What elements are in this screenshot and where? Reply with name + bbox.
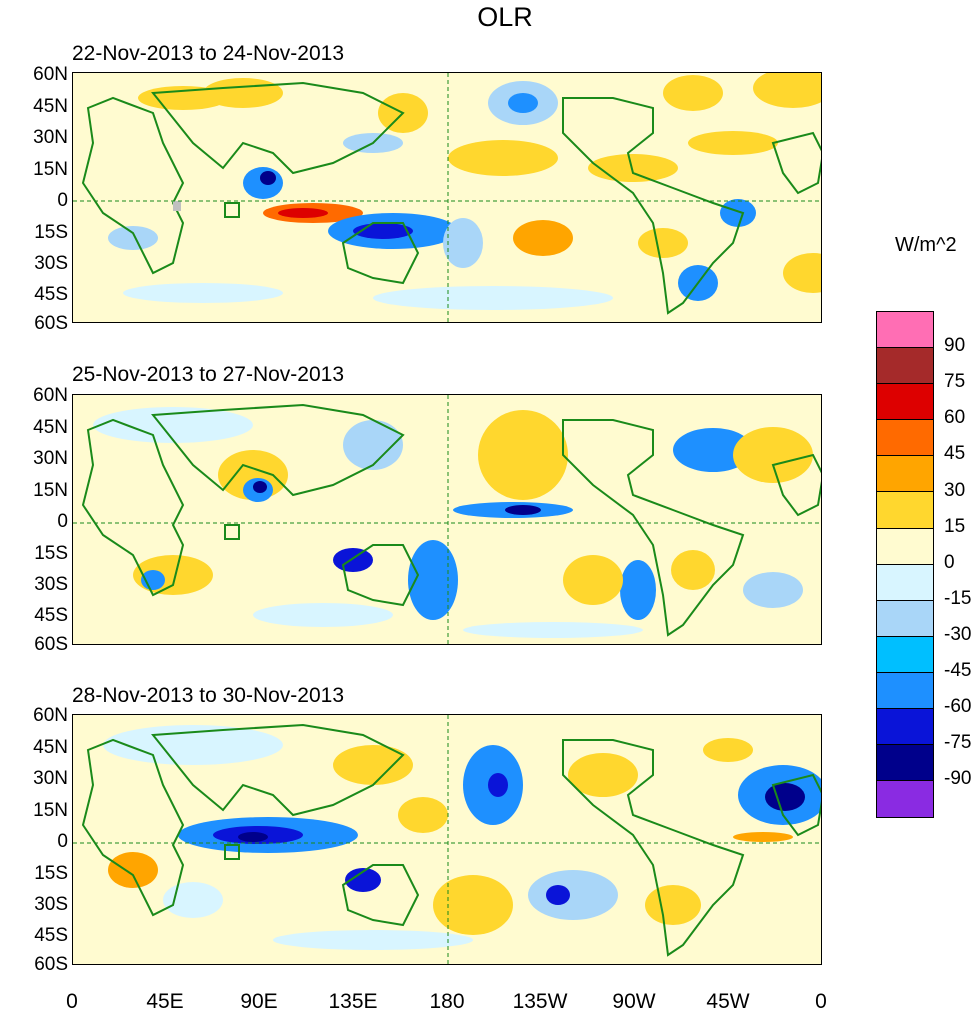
colorbar-label: -75 (944, 732, 972, 754)
lat-label: 45S (34, 284, 68, 305)
panel-3-olr-field (73, 715, 821, 964)
panel-2-map (72, 394, 822, 645)
lat-label: 15N (33, 480, 68, 501)
colorbar-label: 45 (944, 443, 966, 465)
colorbar-swatch (877, 636, 933, 673)
colorbar-swatch (877, 456, 933, 493)
colorbar-units: W/m^2 (895, 234, 957, 256)
colorbar-label: -60 (944, 696, 972, 718)
colorbar-swatch (877, 420, 933, 457)
missing-data-patch (173, 201, 181, 211)
lat-label: 60S (34, 313, 68, 334)
lat-label: 30N (33, 127, 68, 148)
colorbar-swatch (877, 745, 933, 782)
colorbar-swatch (877, 492, 933, 529)
lat-label: 30S (34, 574, 68, 595)
lat-label: 0 (57, 190, 68, 211)
lat-label: 15S (34, 543, 68, 564)
lon-label: 0 (66, 990, 78, 1013)
panel-2-title: 25-Nov-2013 to 27-Nov-2013 (72, 363, 344, 386)
colorbar-swatch (877, 528, 933, 565)
lat-label: 15N (33, 800, 68, 821)
lon-label: 90E (240, 990, 278, 1013)
colorbar-swatch (877, 348, 933, 385)
panel-2-olr-field (73, 395, 821, 644)
colorbar-label: 75 (944, 371, 966, 393)
colorbar-label: 60 (944, 407, 966, 429)
panel-1-olr-field (73, 73, 821, 322)
lat-label: 0 (57, 831, 68, 852)
lat-label: 45S (34, 925, 68, 946)
lat-label: 15S (34, 222, 68, 243)
lat-label: 30N (33, 768, 68, 789)
colorbar-swatch (877, 600, 933, 637)
lon-label: 90W (612, 990, 656, 1013)
colorbar-label: -30 (944, 623, 972, 645)
colorbar-label: 0 (944, 551, 955, 573)
colorbar-swatch (877, 781, 933, 818)
lon-label: 135W (512, 990, 568, 1013)
colorbar-label: -15 (944, 587, 972, 609)
lat-label: 60S (34, 954, 68, 975)
coastlines (81, 403, 821, 637)
colorbar-label: -90 (944, 768, 972, 790)
lat-label: 0 (57, 511, 68, 532)
lon-label: 0 (815, 990, 827, 1013)
panel-1-title: 22-Nov-2013 to 24-Nov-2013 (72, 42, 344, 65)
lon-label: 180 (429, 990, 465, 1013)
lat-label: 15S (34, 863, 68, 884)
colorbar-swatch (877, 564, 933, 601)
lat-label: 30S (34, 894, 68, 915)
lat-label: 60S (34, 634, 68, 655)
colorbar-label: 30 (944, 479, 966, 501)
lat-label: 45N (33, 96, 68, 117)
colorbar-label: -45 (944, 660, 972, 681)
coastlines (81, 81, 821, 315)
colorbar-swatch (877, 709, 933, 746)
colorbar-swatch (877, 312, 933, 349)
lat-label: 30N (33, 448, 68, 469)
lat-label: 45N (33, 417, 68, 438)
anomaly-blobs (93, 407, 813, 638)
lon-label: 45E (146, 990, 184, 1013)
lon-label: 45W (706, 990, 750, 1013)
figure-title: OLR (477, 2, 533, 32)
lat-label: 60N (33, 705, 68, 726)
lat-label: 60N (33, 64, 68, 85)
lon-label: 135E (328, 990, 378, 1013)
panel-1-map (72, 72, 822, 323)
lat-label: 15N (33, 159, 68, 180)
panel-3-title: 28-Nov-2013 to 30-Nov-2013 (72, 684, 344, 707)
panel-3-map (72, 714, 822, 965)
colorbar-swatch (877, 672, 933, 710)
colorbar-label: 15 (944, 515, 966, 537)
colorbar-label: 90 (944, 335, 966, 357)
colorbar-swatch (877, 384, 933, 421)
lat-label: 45S (34, 605, 68, 626)
lat-label: 60N (33, 385, 68, 406)
coastlines (81, 723, 821, 957)
lat-label: 45N (33, 737, 68, 758)
lat-label: 30S (34, 253, 68, 274)
anomaly-blobs (103, 725, 821, 950)
colorbar (876, 311, 934, 819)
